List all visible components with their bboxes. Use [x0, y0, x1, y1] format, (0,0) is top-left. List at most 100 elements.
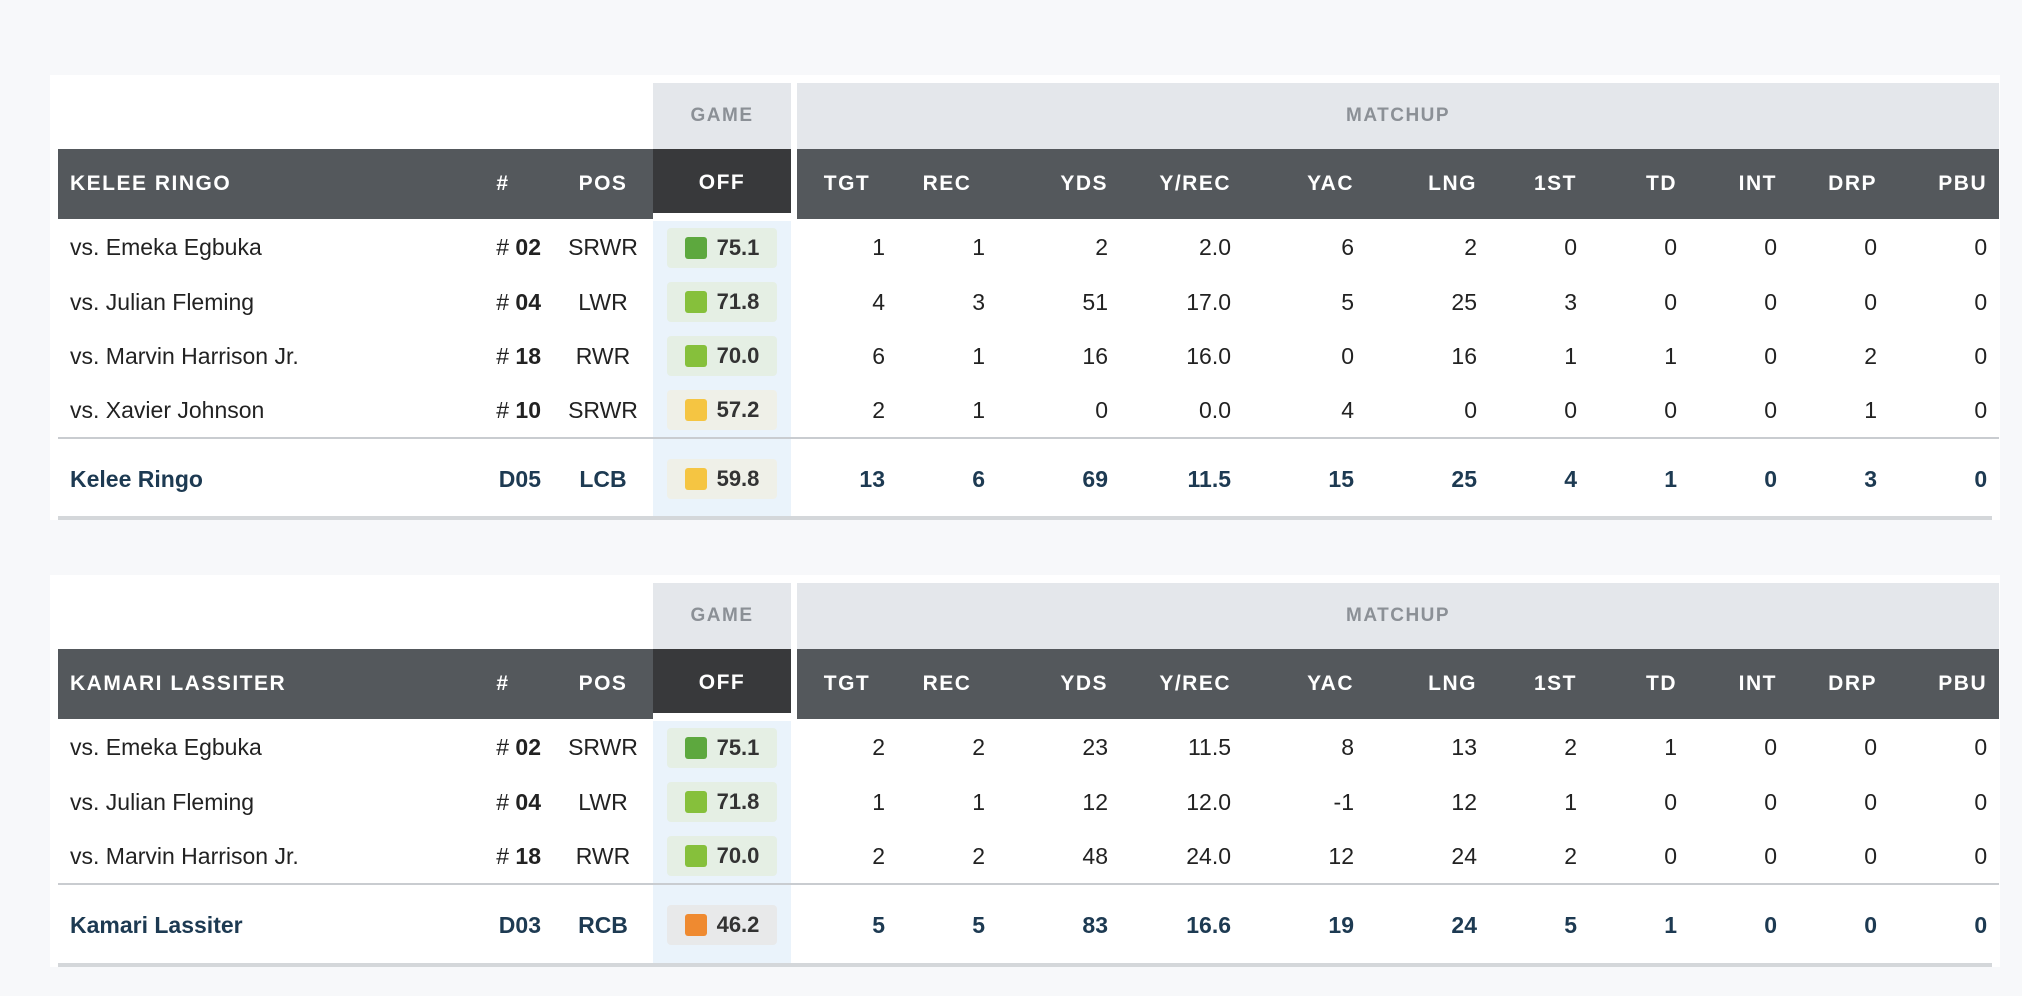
yrec-header[interactable]: Y/REC [1120, 149, 1243, 219]
first-downs-total: 4 [1489, 437, 1589, 519]
grade-badge: 71.8 [667, 282, 777, 322]
number-value: 18 [515, 342, 541, 369]
opponent-name[interactable]: vs. Marvin Harrison Jr. [70, 842, 299, 869]
jersey-number: # 18 [453, 329, 553, 383]
table-row[interactable]: vs. Emeka Egbuka # 02 SRWR 75.1 2 2 23 11.5… [58, 719, 1999, 775]
yds-value: 16 [1082, 342, 1108, 369]
position-header[interactable]: POS [553, 649, 653, 719]
number-value: 04 [515, 288, 541, 315]
int-header[interactable]: INT [1689, 149, 1789, 219]
opponent-name[interactable]: vs. Emeka Egbuka [70, 733, 262, 760]
cell-gap [791, 775, 797, 829]
td-header[interactable]: TD [1589, 149, 1689, 219]
cell-gap [791, 275, 797, 329]
yrec-value: 2.0 [1199, 233, 1231, 260]
drp-value: 0 [1864, 788, 1877, 815]
pbu-value: 0 [1974, 396, 1988, 423]
yrec-total: 16.6 [1120, 883, 1243, 965]
game-off-header[interactable]: OFF [653, 649, 791, 721]
lng-total: 24 [1366, 883, 1489, 965]
group-game-label: GAME [653, 83, 791, 149]
yac-header[interactable]: YAC [1243, 149, 1366, 219]
column-group-row: GAME MATCHUP [58, 583, 2000, 649]
rec-header[interactable]: REC [897, 649, 997, 719]
opponent-name[interactable]: vs. Emeka Egbuka [70, 233, 262, 260]
cell-gap [791, 329, 797, 383]
position-header[interactable]: POS [553, 149, 653, 219]
int-header[interactable]: INT [1689, 649, 1789, 719]
drp-header[interactable]: DRP [1789, 149, 1889, 219]
jersey-number: # 18 [453, 829, 553, 884]
grade-value: 57.2 [716, 397, 760, 422]
tgt-total: 13 [797, 437, 897, 519]
number-prefix: # [496, 342, 510, 369]
lng-value: 12 [1451, 788, 1477, 815]
grade-color-swatch [684, 468, 707, 490]
yds-header[interactable]: YDS [997, 149, 1120, 219]
opponent-name[interactable]: vs. Julian Fleming [70, 788, 255, 815]
table-row[interactable]: vs. Xavier Johnson # 10 SRWR 57.2 2 1 0 0.0… [58, 383, 1999, 438]
td-value: 1 [1664, 342, 1677, 369]
yds-header[interactable]: YDS [997, 649, 1120, 719]
rec-header[interactable]: REC [897, 149, 997, 219]
table-row[interactable]: vs. Julian Fleming # 04 LWR 71.8 4 3 51 17.… [58, 275, 1999, 329]
yds-value: 23 [1082, 733, 1108, 760]
first-downs-header[interactable]: 1ST [1489, 649, 1589, 719]
opponent-name[interactable]: vs. Xavier Johnson [70, 396, 265, 423]
yds-total: 83 [997, 883, 1120, 965]
yrec-value: 11.5 [1187, 733, 1231, 760]
matchup-table: GAME MATCHUP KAMARI LASSITER # POS OFF T… [58, 583, 2000, 965]
yrec-header[interactable]: Y/REC [1120, 649, 1243, 719]
grade-value: 75.1 [716, 735, 760, 760]
tgt-value: 6 [872, 342, 885, 369]
yac-header[interactable]: YAC [1243, 649, 1366, 719]
player-total-name[interactable]: Kelee Ringo [58, 437, 453, 519]
yac-total: 19 [1243, 883, 1366, 965]
yds-value: 2 [1095, 233, 1108, 260]
pbu-header[interactable]: PBU [1889, 649, 2000, 719]
player-name-header[interactable]: KELEE RINGO [58, 149, 453, 219]
int-value: 0 [1764, 288, 1777, 315]
number-value: 10 [515, 396, 541, 423]
group-gap [791, 83, 797, 149]
pbu-header[interactable]: PBU [1889, 149, 2000, 219]
game-off-header[interactable]: OFF [653, 149, 791, 221]
drp-header[interactable]: DRP [1789, 649, 1889, 719]
td-header[interactable]: TD [1589, 649, 1689, 719]
grade-color-swatch [684, 291, 707, 313]
tgt-header[interactable]: TGT [797, 649, 897, 719]
total-row[interactable]: Kamari Lassiter D03 RCB 46.2 5 5 83 16.6 19 2… [58, 883, 2000, 965]
first-downs-header[interactable]: 1ST [1489, 149, 1589, 219]
number-prefix: # [496, 733, 510, 760]
lng-header[interactable]: LNG [1366, 149, 1489, 219]
player-depth: D05 [453, 437, 553, 519]
tgt-header[interactable]: TGT [797, 149, 897, 219]
table-row[interactable]: vs. Marvin Harrison Jr. # 18 RWR 70.0 2 2… [58, 829, 1999, 884]
table-row[interactable]: vs. Emeka Egbuka # 02 SRWR 75.1 1 1 2 2.0 6 2… [58, 219, 1999, 275]
player-position: RCB [553, 883, 653, 965]
lng-header[interactable]: LNG [1366, 649, 1489, 719]
jersey-number: # 10 [453, 383, 553, 438]
lng-value: 16 [1451, 342, 1477, 369]
table-row[interactable]: vs. Julian Fleming # 04 LWR 71.8 1 1 12 12.… [58, 775, 1999, 829]
table-row[interactable]: vs. Marvin Harrison Jr. # 18 RWR 70.0 6 1… [58, 329, 1999, 383]
number-header[interactable]: # [453, 649, 553, 719]
rec-value: 2 [972, 733, 985, 760]
header-row: KAMARI LASSITER # POS OFF TGT REC YDS Y/… [58, 649, 2000, 721]
td-value: 1 [1664, 733, 1677, 760]
lng-total: 25 [1366, 437, 1489, 519]
number-prefix: # [496, 788, 510, 815]
player-total-name[interactable]: Kamari Lassiter [58, 883, 453, 965]
td-total: 1 [1589, 883, 1689, 965]
opponent-name[interactable]: vs. Julian Fleming [70, 288, 255, 315]
yrec-value: 16.0 [1186, 342, 1231, 369]
total-row[interactable]: Kelee Ringo D05 LCB 59.8 13 6 69 11.5 15 25 4 1… [58, 437, 2000, 519]
number-header[interactable]: # [453, 149, 553, 219]
player-name-header[interactable]: KAMARI LASSITER [58, 649, 453, 719]
game-grade-cell: 57.2 [653, 383, 791, 438]
opponent-name[interactable]: vs. Marvin Harrison Jr. [70, 342, 299, 369]
position: LWR [578, 288, 628, 315]
tgt-value: 1 [872, 788, 885, 815]
pbu-total: 0 [1889, 437, 2000, 519]
grade-badge: 75.1 [667, 728, 777, 768]
